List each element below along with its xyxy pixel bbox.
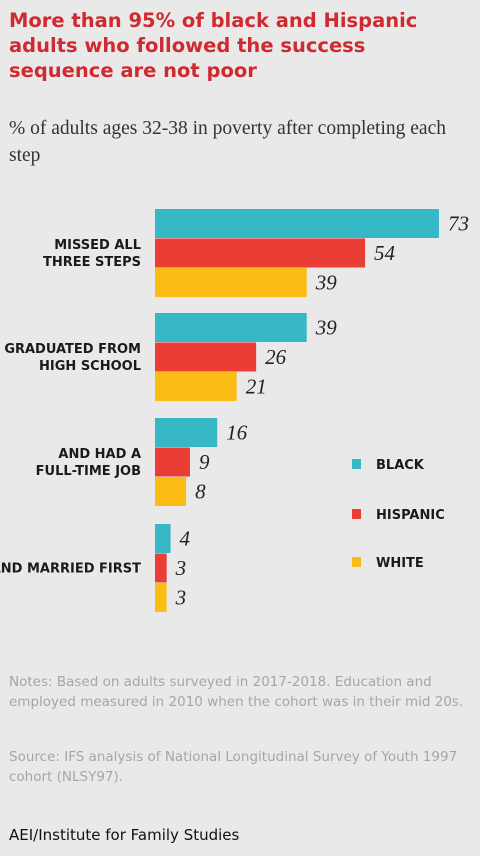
bar-black bbox=[155, 209, 439, 238]
data-label: 39 bbox=[315, 316, 338, 340]
data-label: 4 bbox=[180, 527, 191, 551]
bar-hispanic bbox=[155, 553, 167, 583]
data-label: 3 bbox=[175, 556, 187, 580]
category-label: MISSED ALL bbox=[54, 238, 141, 253]
source-text: Source: IFS analysis of National Longitu… bbox=[9, 749, 458, 785]
legend-label-hispanic: HISPANIC bbox=[376, 508, 445, 523]
bar-hispanic bbox=[155, 342, 257, 372]
legend-swatch-black bbox=[352, 459, 361, 469]
bar-black bbox=[155, 418, 218, 447]
data-label: 26 bbox=[265, 345, 287, 369]
category-label: THREE STEPS bbox=[43, 255, 141, 270]
bar-white bbox=[155, 477, 187, 506]
bar-black bbox=[155, 524, 171, 553]
bar-white bbox=[155, 583, 167, 612]
data-label: 21 bbox=[246, 375, 267, 399]
bar-white bbox=[155, 372, 237, 401]
legend-swatch-hispanic bbox=[352, 509, 361, 519]
bar-white bbox=[155, 268, 307, 297]
legend-label-black: BLACK bbox=[376, 458, 425, 473]
category-label: GRADUATED FROM bbox=[4, 342, 141, 357]
notes-text: Notes: Based on adults surveyed in 2017-… bbox=[9, 674, 464, 710]
category-label: AND MARRIED FIRST bbox=[0, 562, 141, 577]
category-label: FULL-TIME JOB bbox=[36, 464, 141, 479]
footer-credit: AEI/Institute for Family Studies bbox=[9, 826, 240, 844]
bar-black bbox=[155, 313, 307, 342]
data-label: 3 bbox=[175, 586, 187, 610]
data-label: 9 bbox=[199, 450, 210, 474]
data-label: 54 bbox=[374, 241, 396, 265]
data-label: 39 bbox=[315, 271, 338, 295]
bar-hispanic bbox=[155, 447, 191, 477]
bar-hispanic bbox=[155, 238, 366, 268]
data-label: 8 bbox=[195, 480, 206, 504]
data-label: 73 bbox=[448, 212, 469, 236]
legend-label-white: WHITE bbox=[376, 556, 424, 571]
chart-title: More than 95% of black and Hispanic adul… bbox=[9, 9, 418, 82]
data-label: 16 bbox=[226, 421, 248, 445]
chart-subtitle: % of adults ages 32-38 in poverty after … bbox=[9, 118, 446, 166]
legend-swatch-white bbox=[352, 557, 361, 567]
category-label: AND HAD A bbox=[58, 447, 141, 462]
category-label: HIGH SCHOOL bbox=[39, 359, 141, 374]
